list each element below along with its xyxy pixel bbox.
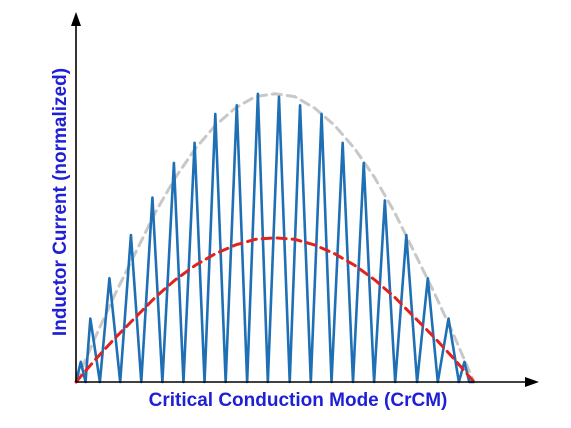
inductor-current-series-line bbox=[74, 92, 474, 384]
y-axis-label: Inductor Current (normalized) bbox=[50, 68, 71, 336]
y-axis-arrow-icon bbox=[71, 12, 81, 26]
x-axis-arrow-icon bbox=[525, 377, 539, 387]
x-axis-label: Critical Conduction Mode (CrCM) bbox=[149, 390, 448, 411]
peak-envelope-series-line bbox=[74, 92, 476, 384]
average-current-series-line bbox=[74, 236, 476, 384]
series-layer bbox=[74, 92, 476, 384]
